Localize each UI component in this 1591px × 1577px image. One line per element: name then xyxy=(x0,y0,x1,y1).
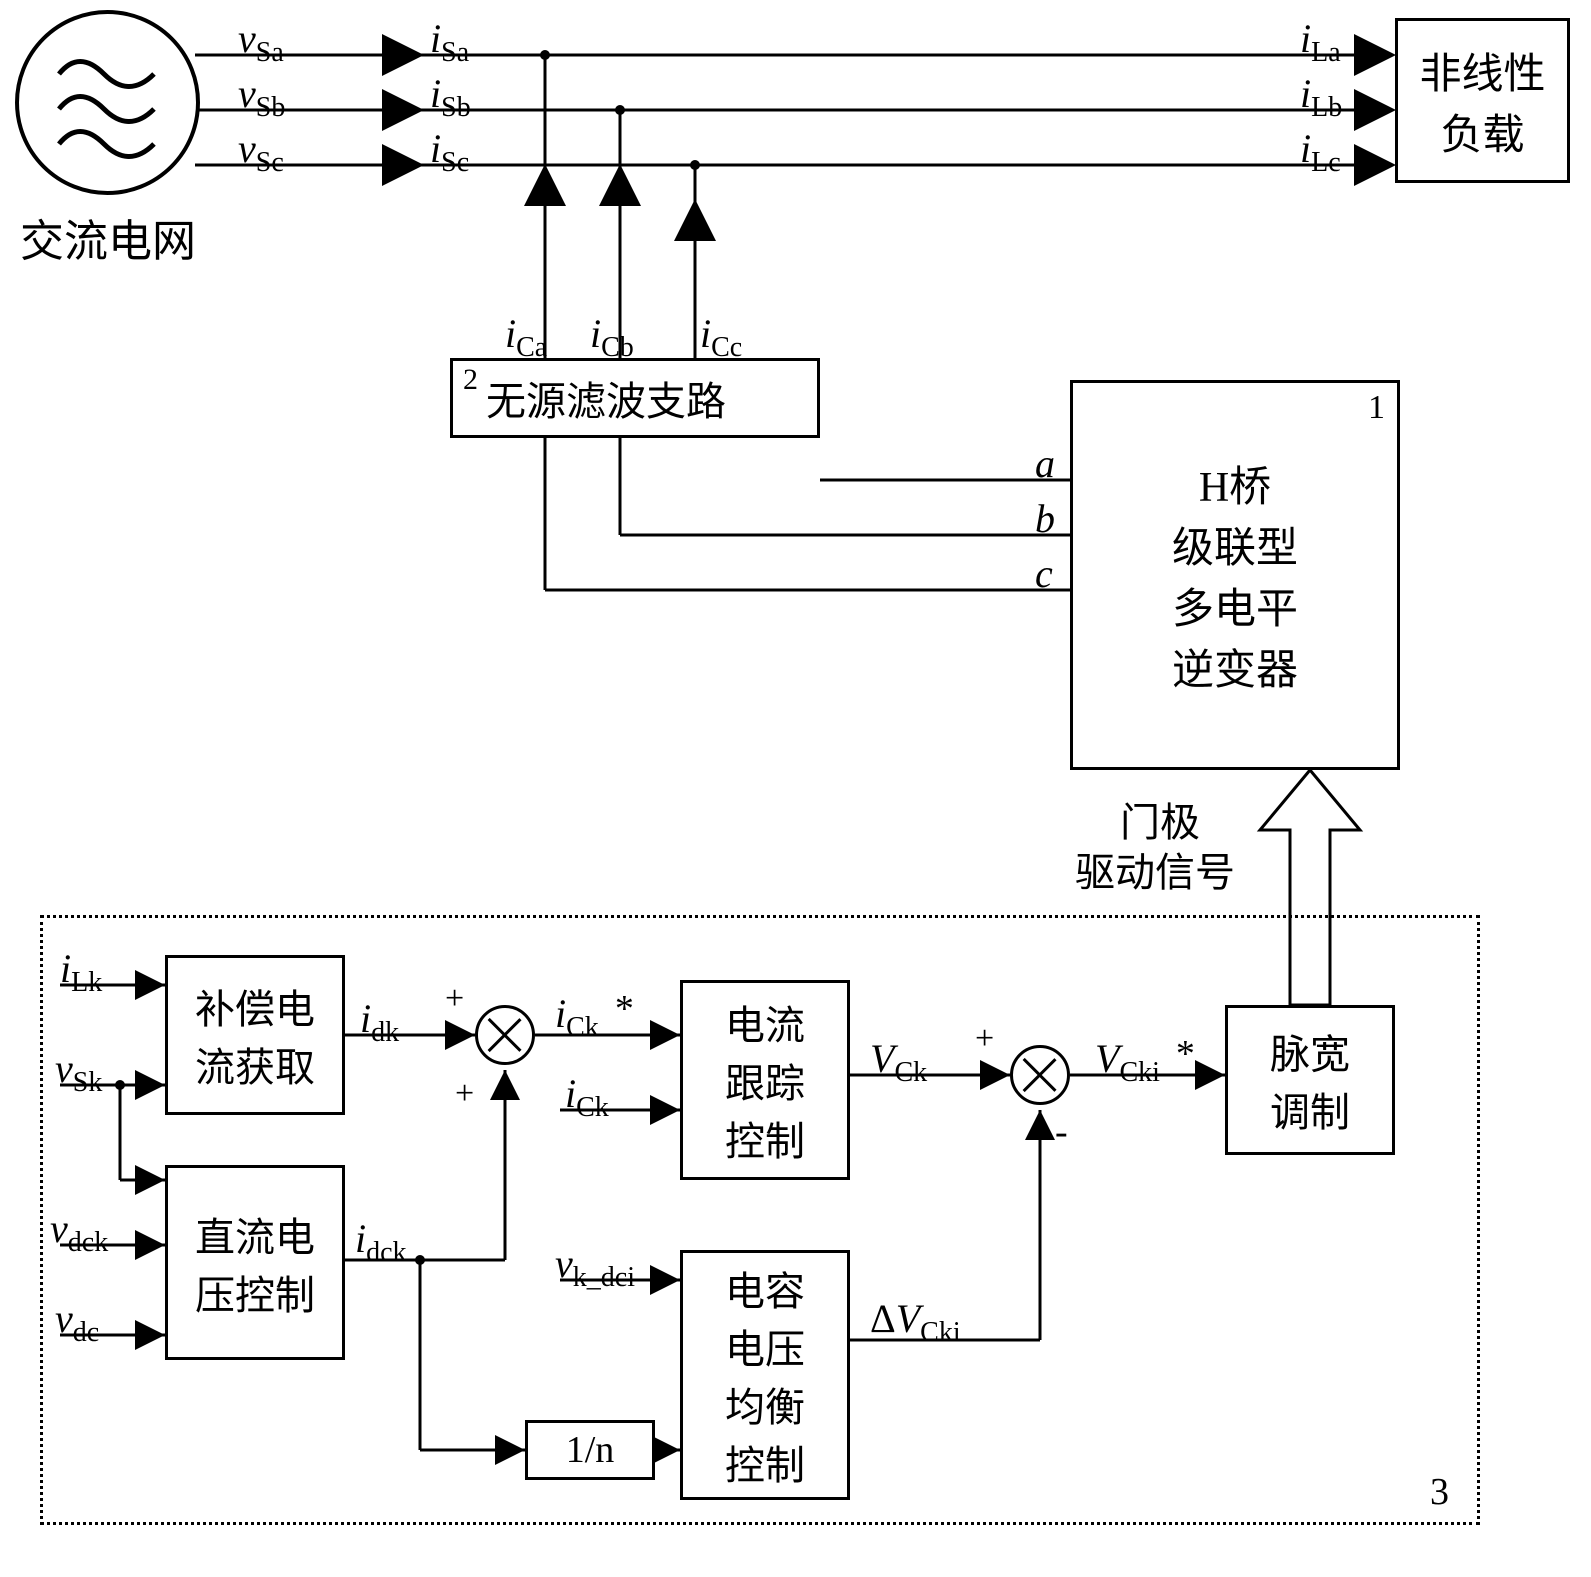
sum2-plus: + xyxy=(975,1020,994,1058)
ct-l3: 控制 xyxy=(725,1109,805,1167)
idk-label: idk xyxy=(360,995,399,1049)
divn-text: 1/n xyxy=(566,1428,615,1472)
iSa-label: iSa xyxy=(430,15,469,69)
sum-node-2 xyxy=(1010,1045,1070,1105)
load-line2: 负载 xyxy=(1440,101,1524,162)
controller-num: 3 xyxy=(1430,1470,1449,1514)
vkdci-label: vk_dci xyxy=(555,1240,635,1294)
iLb-label: iLb xyxy=(1300,70,1342,124)
vSk-label: vSk xyxy=(55,1045,102,1099)
divn-block: 1/n xyxy=(525,1420,655,1480)
vdck-label: vdck xyxy=(50,1205,108,1259)
iCk-label: iCk xyxy=(565,1070,609,1124)
cap-balance-block: 电容 电压 均衡 控制 xyxy=(680,1250,850,1500)
nonlinear-load-block: 非线性 负载 xyxy=(1395,18,1570,183)
inverter-block: 1 H桥 级联型 多电平 逆变器 xyxy=(1070,380,1400,770)
comp-l1: 补偿电 xyxy=(195,977,315,1035)
sum-node-1 xyxy=(475,1005,535,1065)
iLk-label: iLk xyxy=(60,945,102,999)
current-track-block: 电流 跟踪 控制 xyxy=(680,980,850,1180)
gate-l2: 驱动信号 xyxy=(1075,840,1235,898)
pwm-block: 脉宽 调制 xyxy=(1225,1005,1395,1155)
vSa-label: vSa xyxy=(238,15,284,69)
comp-current-block: 补偿电 流获取 xyxy=(165,955,345,1115)
iCk-star-label: iCk * xyxy=(555,990,628,1044)
sum1-plus-left: + xyxy=(445,980,464,1018)
sum1-plus-bottom: + xyxy=(455,1075,474,1113)
cb-l2: 电压 xyxy=(725,1317,805,1375)
dcv-l1: 直流电 xyxy=(195,1205,315,1263)
inverter-l2: 级联型 xyxy=(1172,514,1298,575)
cb-l3: 均衡 xyxy=(725,1375,805,1433)
inverter-l4: 逆变器 xyxy=(1172,636,1298,697)
load-line1: 非线性 xyxy=(1419,40,1545,101)
VCki-star-label: VCki * xyxy=(1095,1035,1189,1089)
vSb-label: vSb xyxy=(238,70,285,124)
inverter-l3: 多电平 xyxy=(1172,575,1298,636)
port-a: a xyxy=(1035,440,1055,487)
port-b: b xyxy=(1035,495,1055,542)
idck-label: idck xyxy=(355,1215,407,1269)
dVCki-label: ΔVCki xyxy=(870,1295,961,1349)
iSc-label: iSc xyxy=(430,125,469,179)
iLc-label: iLc xyxy=(1300,125,1341,179)
dc-voltage-block: 直流电 压控制 xyxy=(165,1165,345,1360)
VCk-label: VCk xyxy=(870,1035,927,1089)
ac-source-label: 交流电网 xyxy=(20,205,196,269)
ac-source xyxy=(15,10,200,195)
ct-l2: 跟踪 xyxy=(725,1051,805,1109)
dcv-l2: 压控制 xyxy=(195,1263,315,1321)
iCc-label: iCc xyxy=(700,310,742,364)
inverter-num: 1 xyxy=(1368,389,1385,427)
vdc-label: vdc xyxy=(55,1295,99,1349)
passive-filter-label: 无源滤波支路 xyxy=(486,369,726,427)
inverter-l1: H桥 xyxy=(1199,453,1271,514)
comp-l2: 流获取 xyxy=(195,1035,315,1093)
sum2-minus: - xyxy=(1055,1110,1068,1154)
iSb-label: iSb xyxy=(430,70,471,124)
iLa-label: iLa xyxy=(1300,15,1341,69)
passive-filter-block: 2 无源滤波支路 xyxy=(450,358,820,438)
pwm-l2: 调制 xyxy=(1270,1080,1350,1138)
passive-filter-num: 2 xyxy=(463,363,478,397)
cb-l1: 电容 xyxy=(725,1259,805,1317)
iCb-label: iCb xyxy=(590,310,634,364)
iCa-label: iCa xyxy=(505,310,547,364)
cb-l4: 控制 xyxy=(725,1433,805,1491)
ct-l1: 电流 xyxy=(725,993,805,1051)
pwm-l1: 脉宽 xyxy=(1270,1022,1350,1080)
vSc-label: vSc xyxy=(238,125,284,179)
port-c: c xyxy=(1035,550,1053,597)
